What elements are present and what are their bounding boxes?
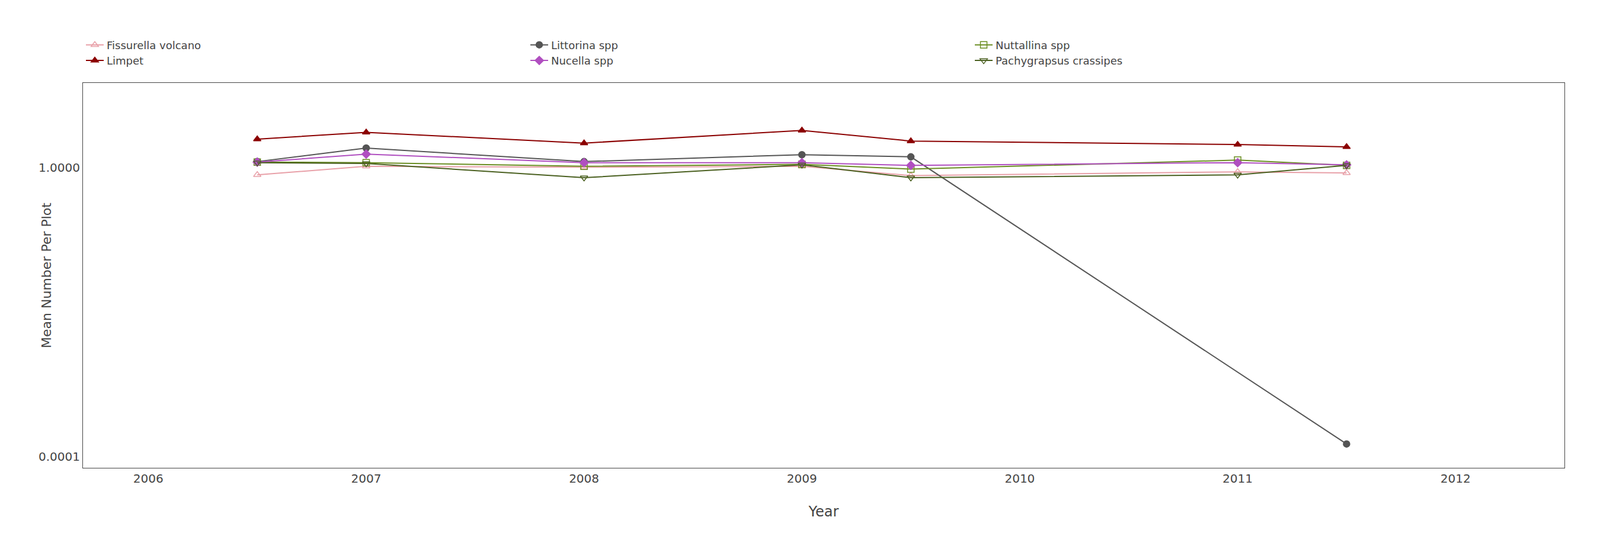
svg-text:Nuttallina spp: Nuttallina spp — [995, 39, 1070, 52]
svg-text:Fissurella volcano: Fissurella volcano — [106, 39, 201, 52]
svg-text:Year: Year — [808, 503, 840, 521]
svg-text:Mean Number Per Plot: Mean Number Per Plot — [39, 202, 54, 349]
svg-text:Littorina spp: Littorina spp — [551, 39, 619, 52]
svg-text:1.0000: 1.0000 — [38, 160, 80, 175]
svg-text:2006: 2006 — [133, 471, 164, 486]
svg-text:2009: 2009 — [786, 471, 818, 486]
svg-text:2008: 2008 — [568, 471, 600, 486]
svg-text:2010: 2010 — [1004, 471, 1035, 486]
svg-text:Limpet: Limpet — [106, 54, 144, 67]
svg-text:2007: 2007 — [350, 471, 382, 486]
svg-text:2012: 2012 — [1440, 471, 1471, 486]
svg-text:2011: 2011 — [1222, 471, 1253, 486]
svg-text:0.0001: 0.0001 — [38, 449, 80, 464]
svg-text:Nucella spp: Nucella spp — [551, 54, 614, 67]
svg-text:Pachygrapsus crassipes: Pachygrapsus crassipes — [995, 54, 1123, 67]
